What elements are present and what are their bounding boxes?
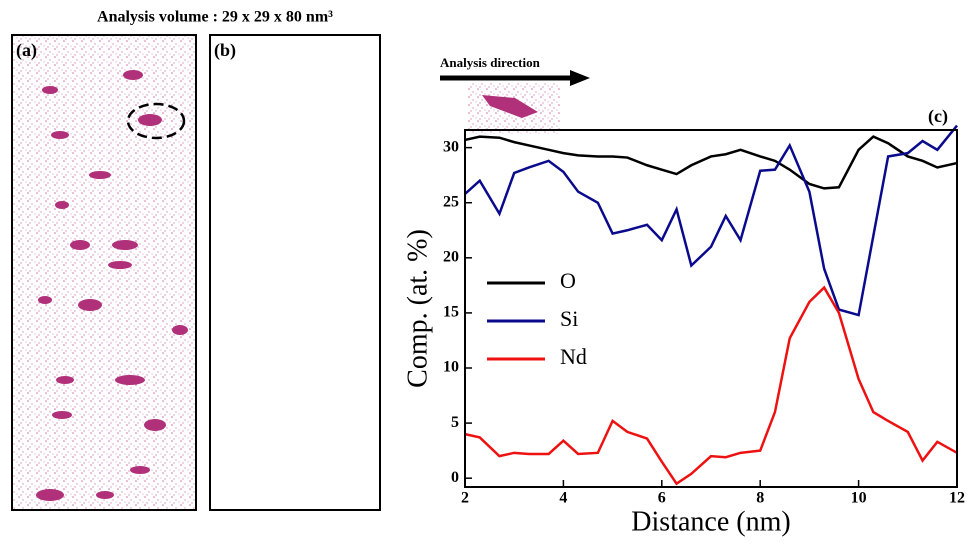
panel-label: (b) bbox=[214, 40, 236, 61]
x-tick-label: 12 bbox=[949, 490, 965, 507]
highlight-circle bbox=[126, 102, 186, 140]
y-tick-label: 0 bbox=[451, 469, 459, 486]
inset-precipitate bbox=[482, 95, 538, 118]
x-tick-label: 10 bbox=[851, 490, 867, 507]
y-tick-label: 20 bbox=[443, 248, 459, 265]
atom-map bbox=[11, 34, 197, 511]
direction-label: Analysis direction bbox=[440, 55, 541, 70]
plot-frame bbox=[464, 129, 958, 488]
x-tick-label: 6 bbox=[658, 490, 666, 507]
x-axis-label: Distance (nm) bbox=[631, 506, 790, 537]
x-tick-label: 8 bbox=[756, 490, 764, 507]
panel-label: (c) bbox=[928, 106, 948, 127]
figure-title: Analysis volume : 29 x 29 x 80 nm³ bbox=[97, 9, 333, 26]
y-tick-label: 30 bbox=[443, 138, 459, 155]
y-axis-label: Comp. (at. %) bbox=[402, 229, 433, 388]
panel-label: (a) bbox=[16, 40, 37, 61]
x-tick-label: 2 bbox=[461, 490, 469, 507]
y-tick-label: 10 bbox=[443, 359, 459, 376]
y-tick-label: 5 bbox=[451, 414, 459, 431]
y-tick-label: 25 bbox=[443, 193, 459, 210]
panel-b bbox=[209, 34, 381, 511]
line-series bbox=[464, 285, 958, 486]
line-series bbox=[464, 135, 958, 190]
x-tick-label: 4 bbox=[559, 490, 567, 507]
y-tick-label: 15 bbox=[443, 304, 459, 321]
legend-label: O bbox=[560, 268, 576, 293]
legend-label: Nd bbox=[560, 344, 587, 369]
precipitates bbox=[36, 70, 188, 501]
line-series bbox=[464, 124, 958, 317]
legend-label: Si bbox=[560, 306, 578, 331]
arrow-head bbox=[570, 70, 590, 86]
